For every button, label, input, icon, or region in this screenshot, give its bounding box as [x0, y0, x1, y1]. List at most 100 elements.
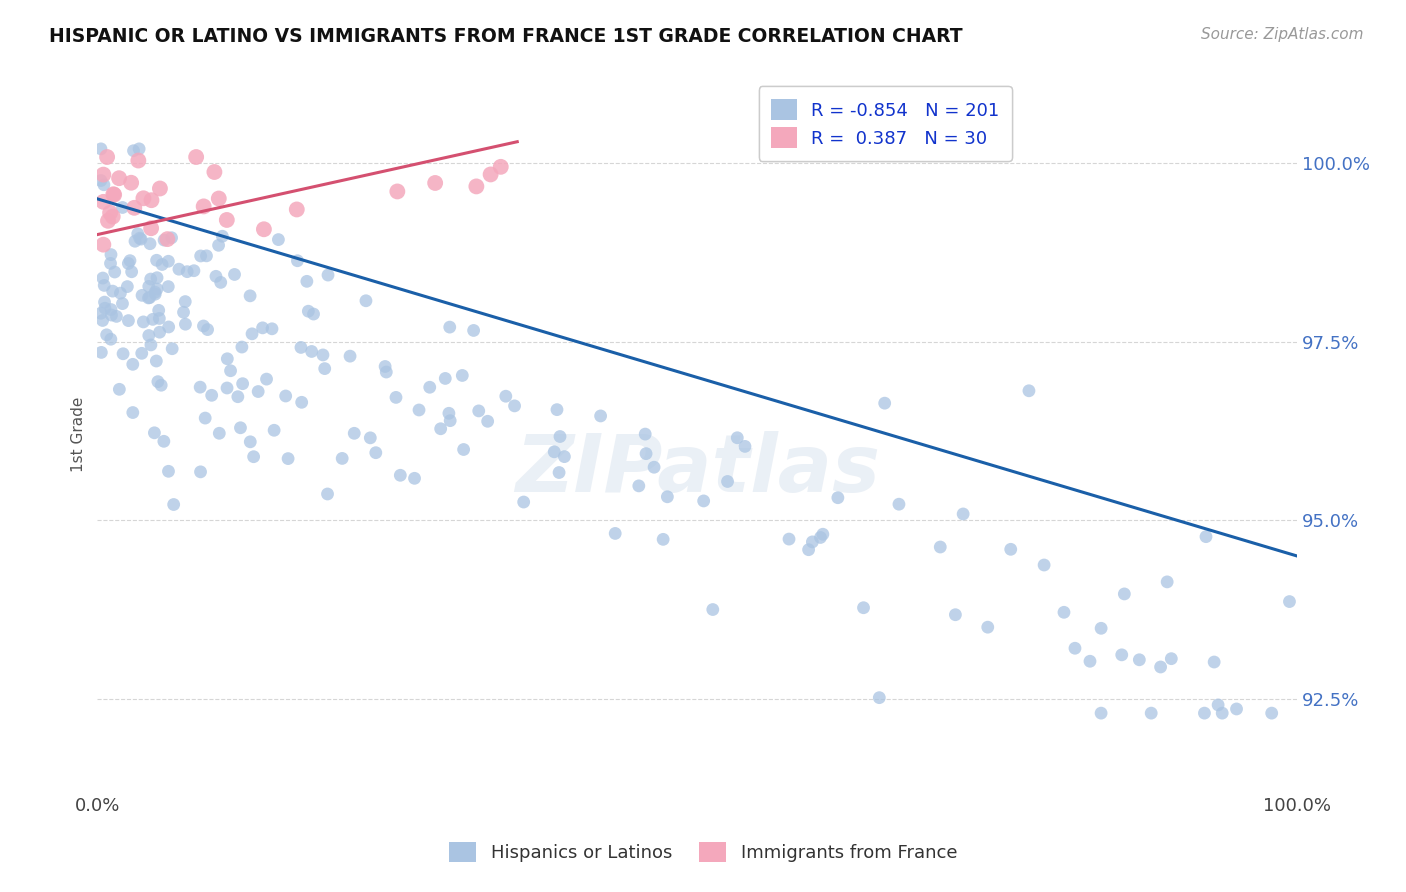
Point: [139, 338, 162, 352]
Point: [100, 332, 122, 346]
Point: [291, 395, 314, 409]
Point: [145, 354, 167, 368]
Point: [121, 405, 143, 419]
Point: [1114, 587, 1136, 601]
Point: [295, 274, 318, 288]
Point: [242, 450, 264, 464]
Point: [174, 294, 197, 309]
Point: [605, 526, 627, 541]
Point: [122, 144, 145, 158]
Point: [141, 193, 163, 207]
Point: [546, 402, 568, 417]
Point: [132, 191, 155, 205]
Point: [143, 287, 166, 301]
Point: [1225, 702, 1247, 716]
Point: [101, 284, 124, 298]
Point: [1278, 594, 1301, 608]
Point: [232, 376, 254, 391]
Point: [375, 365, 398, 379]
Point: [226, 390, 249, 404]
Point: [1090, 621, 1112, 635]
Text: HISPANIC OR LATINO VS IMMIGRANTS FROM FRANCE 1ST GRADE CORRELATION CHART: HISPANIC OR LATINO VS IMMIGRANTS FROM FR…: [49, 27, 963, 45]
Point: [121, 265, 143, 279]
Point: [148, 303, 170, 318]
Point: [132, 315, 155, 329]
Point: [219, 364, 242, 378]
Point: [636, 447, 658, 461]
Point: [173, 305, 195, 319]
Point: [139, 236, 162, 251]
Point: [93, 278, 115, 293]
Point: [153, 233, 176, 247]
Point: [143, 285, 166, 300]
Point: [810, 531, 832, 545]
Point: [419, 380, 441, 394]
Point: [190, 465, 212, 479]
Point: [193, 199, 215, 213]
Point: [253, 222, 276, 236]
Point: [627, 479, 650, 493]
Point: [425, 176, 447, 190]
Point: [145, 253, 167, 268]
Point: [945, 607, 967, 622]
Point: [503, 399, 526, 413]
Point: [100, 256, 122, 270]
Point: [163, 498, 186, 512]
Point: [330, 451, 353, 466]
Point: [157, 279, 180, 293]
Point: [138, 291, 160, 305]
Point: [489, 160, 512, 174]
Point: [186, 150, 208, 164]
Point: [183, 263, 205, 277]
Point: [354, 293, 377, 308]
Point: [93, 168, 115, 182]
Point: [467, 404, 489, 418]
Point: [543, 445, 565, 459]
Point: [139, 221, 162, 235]
Point: [131, 346, 153, 360]
Point: [929, 540, 952, 554]
Point: [176, 265, 198, 279]
Point: [1160, 651, 1182, 665]
Point: [643, 460, 665, 475]
Point: [94, 301, 117, 316]
Legend: Hispanics or Latinos, Immigrants from France: Hispanics or Latinos, Immigrants from Fr…: [441, 835, 965, 870]
Point: [868, 690, 890, 705]
Point: [1149, 660, 1171, 674]
Point: [98, 206, 121, 220]
Point: [274, 389, 297, 403]
Point: [301, 344, 323, 359]
Point: [374, 359, 396, 374]
Point: [108, 382, 131, 396]
Point: [302, 307, 325, 321]
Point: [387, 185, 409, 199]
Point: [827, 491, 849, 505]
Point: [408, 403, 430, 417]
Point: [1090, 706, 1112, 720]
Point: [128, 142, 150, 156]
Point: [146, 270, 169, 285]
Point: [100, 247, 122, 261]
Point: [127, 153, 149, 168]
Point: [247, 384, 270, 399]
Point: [437, 406, 460, 420]
Point: [229, 421, 252, 435]
Point: [103, 187, 125, 202]
Point: [160, 231, 183, 245]
Point: [129, 232, 152, 246]
Point: [150, 258, 173, 272]
Point: [256, 372, 278, 386]
Point: [93, 295, 115, 310]
Point: [146, 282, 169, 296]
Point: [692, 494, 714, 508]
Point: [208, 192, 231, 206]
Point: [195, 249, 218, 263]
Point: [285, 202, 308, 217]
Point: [1156, 574, 1178, 589]
Point: [548, 429, 571, 443]
Point: [1195, 530, 1218, 544]
Point: [512, 495, 534, 509]
Point: [316, 268, 339, 282]
Point: [811, 527, 834, 541]
Point: [463, 323, 485, 337]
